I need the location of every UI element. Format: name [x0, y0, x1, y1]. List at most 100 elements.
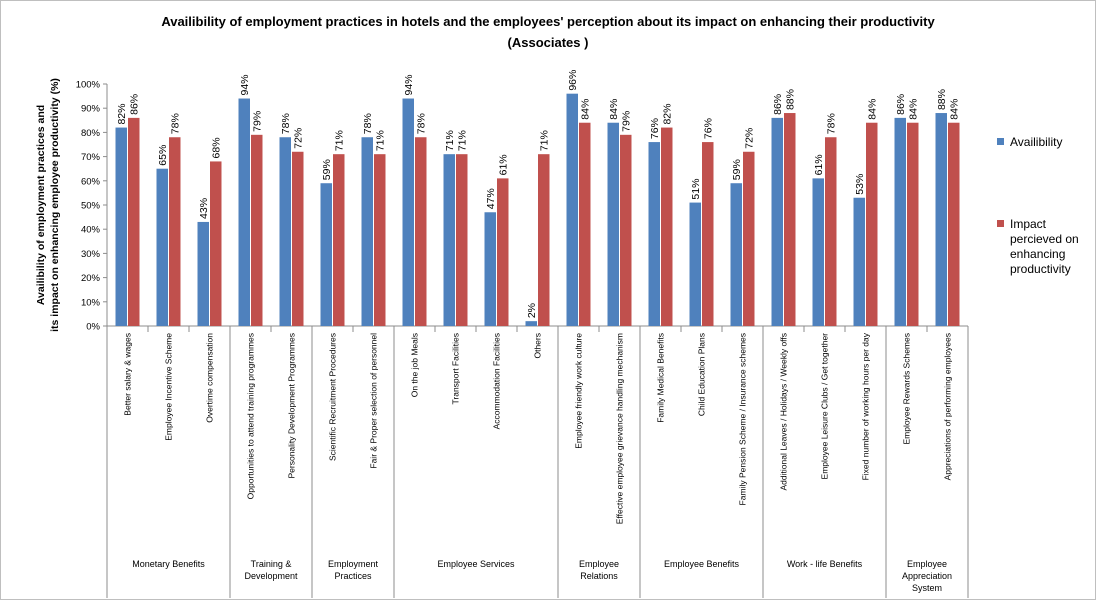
bar-impact [538, 154, 550, 326]
category-label: Family Pension Scheme / Insurance scheme… [738, 333, 748, 505]
bar-availability [648, 142, 660, 326]
bar-availability [320, 183, 332, 326]
bar-impact [620, 134, 632, 326]
bar-availability [197, 221, 209, 326]
y-tick-label: 0% [86, 322, 100, 333]
group-label: Appreciation [902, 571, 952, 581]
chart-title: Availibility of employment practices in … [161, 14, 935, 29]
data-label: 59% [731, 159, 743, 180]
data-label: 59% [321, 159, 333, 180]
category-label: Overtime compensation [205, 333, 215, 423]
y-axis-label: its impact on enhancing employee product… [49, 78, 61, 332]
bar-availability [730, 183, 742, 326]
chart-subtitle: (Associates ) [508, 35, 589, 50]
data-label: 94% [239, 75, 251, 96]
data-label: 82% [116, 104, 128, 125]
data-label: 78% [416, 113, 428, 134]
y-tick-label: 100% [76, 80, 101, 91]
legend-label: Impact [1010, 217, 1047, 231]
data-label: 78% [280, 113, 292, 134]
bar-impact [374, 154, 386, 326]
category-label: Personality Development Programmes [287, 333, 297, 479]
legend-label: Availibility [1010, 135, 1062, 149]
legend-label: percieved on [1010, 232, 1079, 246]
group-label: Employee [907, 559, 947, 569]
group-label: Work - life Benefits [787, 559, 863, 569]
data-label: 86% [772, 94, 784, 115]
bar-availability [484, 212, 496, 326]
data-label: 47% [485, 188, 497, 209]
bar-impact [866, 122, 878, 326]
category-label: Fair & Proper selection of personnel [369, 333, 379, 469]
bar-availability [812, 178, 824, 326]
bar-impact [128, 117, 140, 326]
bar-impact [333, 154, 345, 326]
group-label: Employment [328, 559, 379, 569]
category-label: On the job Meals [410, 333, 420, 397]
data-label: 72% [293, 128, 305, 149]
data-label: 94% [403, 75, 415, 96]
data-label: 84% [908, 99, 920, 120]
data-label: 79% [621, 111, 633, 132]
group-label: Training & [251, 559, 292, 569]
bar-availability [894, 117, 906, 326]
data-label: 65% [157, 145, 169, 166]
bar-availability [238, 98, 250, 327]
group-label: Employee Benefits [664, 559, 740, 569]
data-label: 68% [211, 137, 223, 158]
y-tick-label: 90% [81, 104, 101, 115]
bar-availability [853, 197, 865, 326]
bar-impact [251, 134, 263, 326]
data-label: 71% [444, 130, 456, 151]
y-tick-label: 70% [81, 152, 101, 163]
data-label: 71% [334, 130, 346, 151]
group-label: Monetary Benefits [132, 559, 205, 569]
data-label: 76% [649, 118, 661, 139]
data-label: 61% [813, 154, 825, 175]
category-label: Opportunities to attend training program… [246, 333, 256, 499]
bar-impact [497, 178, 509, 326]
data-label: 53% [854, 174, 866, 195]
bar-availability [443, 154, 455, 326]
bar-impact [661, 127, 673, 326]
data-label: 72% [744, 128, 756, 149]
bar-impact [743, 151, 755, 326]
group-label: Relations [580, 571, 618, 581]
group-label: Development [244, 571, 298, 581]
data-label: 84% [949, 99, 961, 120]
data-label: 2% [526, 303, 538, 318]
bar-availability [689, 202, 701, 326]
y-tick-label: 60% [81, 176, 101, 187]
bar-availability [566, 93, 578, 327]
legend-swatch-impact [997, 220, 1004, 227]
category-label: Employee friendly work culture [574, 333, 584, 449]
bar-availability [935, 113, 947, 326]
data-label: 84% [608, 99, 620, 120]
bar-availability [771, 117, 783, 326]
category-label: Scientific Recruitment Procedures [328, 333, 338, 461]
category-label: Appreciations of performing employees [943, 333, 953, 480]
data-label: 88% [785, 89, 797, 110]
y-tick-label: 20% [81, 273, 101, 284]
bar-impact [579, 122, 591, 326]
y-tick-label: 30% [81, 249, 101, 260]
category-label: Employee Rewards Schemes [902, 333, 912, 445]
bar-availability [279, 137, 291, 326]
data-label: 71% [375, 130, 387, 151]
bar-availability [156, 168, 168, 326]
category-label: Fixed number of working hours per day [861, 332, 871, 480]
data-label: 96% [567, 70, 579, 91]
data-label: 82% [662, 104, 674, 125]
y-tick-label: 40% [81, 225, 101, 236]
bar-availability [525, 321, 537, 326]
category-label: Accommodation Facilities [492, 333, 502, 429]
data-label: 88% [936, 89, 948, 110]
group-label: Practices [334, 571, 372, 581]
bar-availability [402, 98, 414, 327]
bar-impact [169, 137, 181, 326]
category-label: Child Education Plans [697, 333, 707, 416]
group-label: Employee Services [437, 559, 515, 569]
legend-label: enhancing [1010, 247, 1065, 261]
bar-availability [607, 122, 619, 326]
